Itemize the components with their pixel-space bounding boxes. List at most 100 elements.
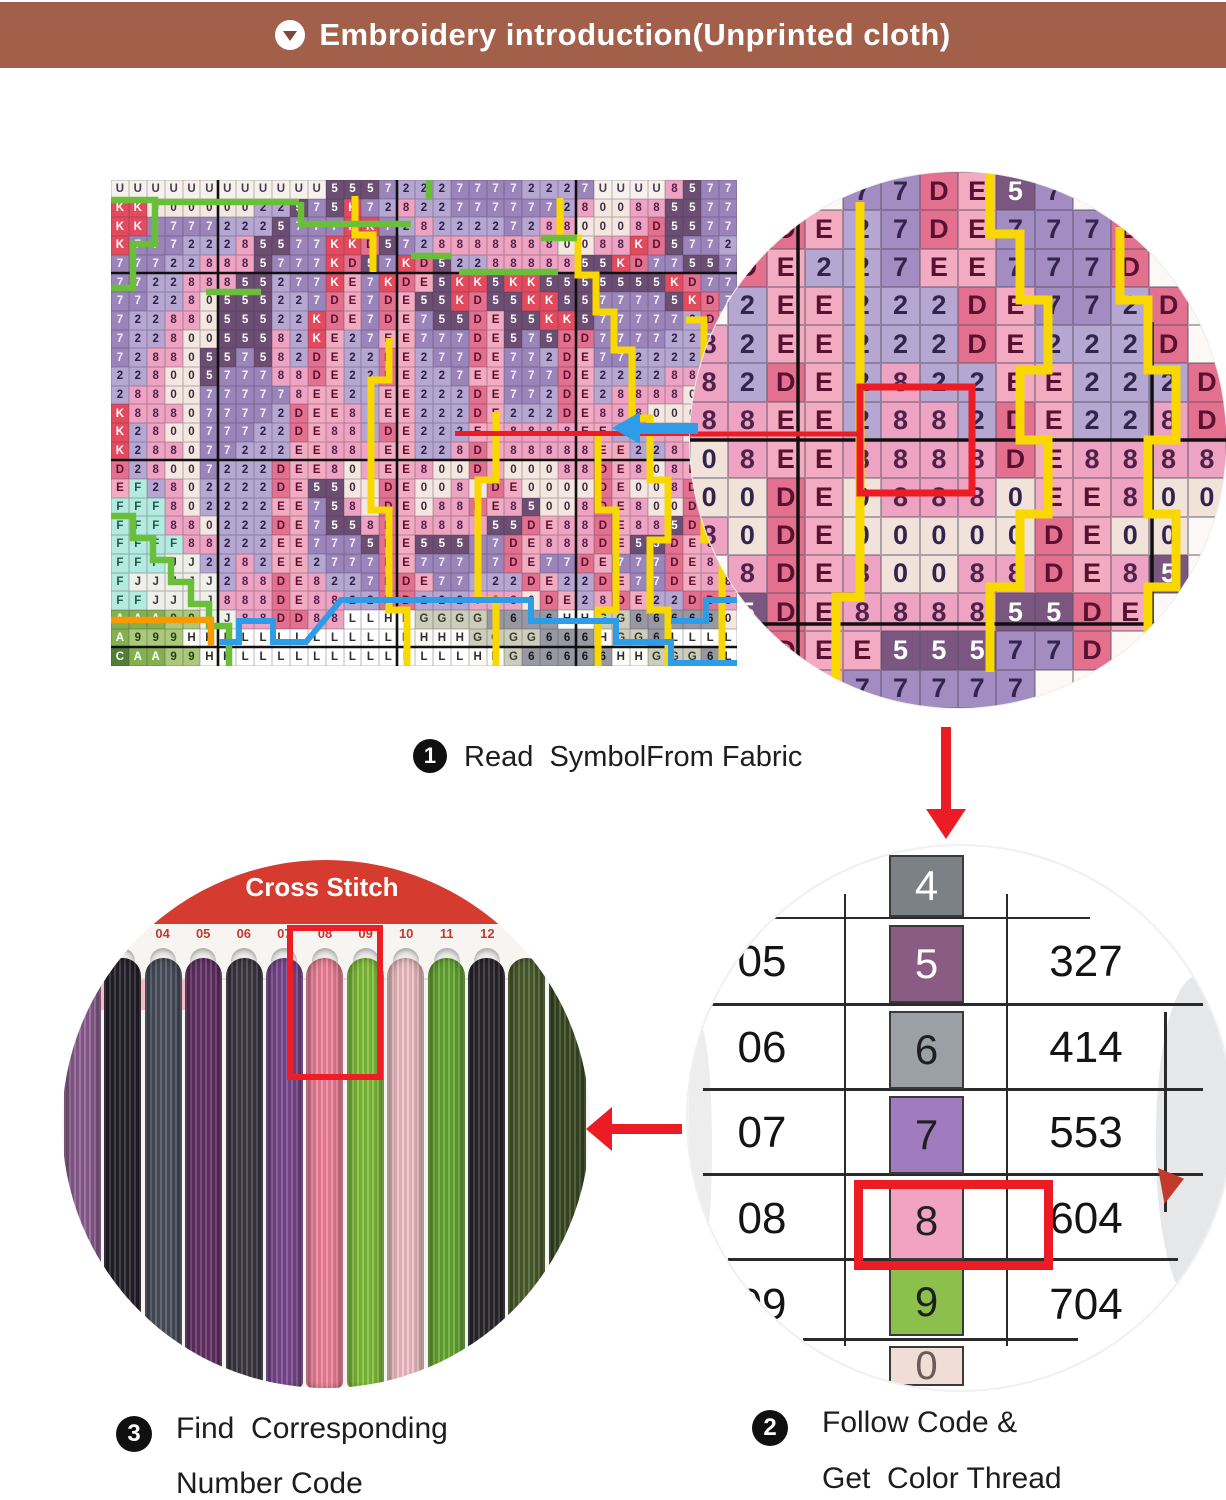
table-code: 06: [737, 1022, 787, 1072]
grid-cell: J: [182, 572, 201, 592]
grid-cell: E: [307, 404, 326, 423]
grid-cell: 8: [468, 591, 487, 610]
grid-cell: 0: [218, 198, 237, 218]
grid-cell: 8: [540, 535, 559, 554]
grid-cell: E: [843, 631, 882, 670]
grid-cell: 7: [111, 310, 129, 330]
grid-cell: H: [182, 628, 201, 648]
grid-cell: H: [468, 647, 487, 666]
grid-cell: 8: [558, 516, 577, 536]
grid-cell: 5: [486, 292, 505, 311]
grid-cell: 8: [486, 254, 505, 274]
grid-cell: 8: [236, 236, 255, 255]
thread-number-label: 11: [439, 926, 454, 941]
grid-cell: 8: [540, 441, 559, 461]
grid-cell: 7: [379, 254, 398, 274]
grid-cell: L: [450, 647, 469, 666]
grid-cell: 7: [128, 254, 147, 274]
table-code: 08: [737, 1194, 787, 1244]
step-2-badge: 2: [752, 1410, 788, 1446]
grid-cell: 5: [432, 292, 451, 311]
grid-cell: G: [450, 609, 469, 629]
grid-cell: 8: [504, 591, 523, 610]
grid-cell: L: [307, 628, 326, 648]
grid-cell: 8: [325, 423, 344, 442]
grid-cell: H: [450, 628, 469, 648]
grid-cell: D: [343, 254, 362, 274]
grid-cell: 2: [558, 180, 577, 199]
grid-cell: 0: [593, 217, 612, 237]
grid-cell: D: [957, 325, 997, 364]
grid-cell: [690, 172, 728, 210]
grid-cell: 5: [361, 535, 380, 554]
grid-cell: E: [468, 366, 487, 386]
grid-cell: 2: [1111, 401, 1150, 440]
grid-cell: 5: [379, 236, 398, 255]
grid-cell: [1073, 670, 1111, 708]
grid-cell: 8: [647, 385, 666, 405]
grid-cell: 7: [432, 553, 451, 573]
grid-cell: 8: [146, 385, 165, 405]
grid-cell: K: [325, 254, 344, 274]
grid-cell: U: [236, 180, 255, 199]
grid-cell: 7: [164, 217, 183, 237]
grid-cell: 9: [182, 647, 201, 666]
grid-cell: 7: [647, 329, 666, 349]
thread-skein: [64, 958, 101, 1388]
grid-cell: 2: [254, 423, 272, 442]
swatch-0-partial: 0: [889, 1344, 964, 1388]
grid-cell: E: [1111, 593, 1150, 632]
grid-cell: 2: [432, 217, 451, 237]
thread-skein: [387, 958, 425, 1388]
grid-cell: 6: [558, 628, 577, 648]
grid-cell: 8: [1149, 401, 1188, 440]
grid-cell: [1188, 555, 1226, 593]
grid-cell: 2: [1111, 363, 1150, 402]
grid-cell: 5: [254, 310, 272, 330]
grid-cell: 8: [415, 460, 433, 480]
grid-cell: 2: [271, 310, 290, 330]
grid-cell: 0: [164, 385, 183, 405]
grid-cell: F: [111, 553, 129, 573]
grid-cell: 5: [996, 172, 1035, 211]
grid-cell: 0: [415, 479, 433, 498]
grid-cell: 8: [593, 404, 612, 423]
grid-cell: D: [1034, 554, 1073, 594]
grid-cell: 0: [146, 198, 165, 218]
grid-cell: L: [343, 609, 362, 629]
grid-cell: 2: [200, 236, 219, 255]
grid-cell: H: [415, 628, 433, 648]
grid-cell: 2: [271, 273, 290, 293]
grid-cell: E: [766, 248, 805, 287]
grid-cell: 5: [558, 273, 577, 293]
grid-cell: L: [361, 609, 380, 629]
grid-cell: 2: [343, 572, 362, 592]
grid-cell: E: [804, 439, 844, 479]
grid-cell: K: [611, 254, 630, 274]
grid-cell: 8: [665, 441, 684, 461]
grid-cell: U: [611, 180, 630, 199]
grid-cell: G: [504, 628, 523, 648]
grid-cell: 7: [361, 292, 380, 311]
grid-cell: E: [307, 423, 326, 442]
grid-cell: E: [415, 273, 433, 293]
grid-cell: 8: [164, 348, 183, 367]
grid-cell: 2: [558, 572, 577, 592]
grid-cell: [1073, 172, 1111, 210]
grid-cell: 2: [254, 516, 272, 536]
grid-cell: 2: [343, 366, 362, 386]
grid-cell: 2: [415, 591, 433, 610]
grid-cell: [1149, 593, 1187, 631]
grid-cell: 8: [522, 236, 541, 255]
thread-skein: [104, 958, 142, 1388]
grid-cell: L: [665, 628, 684, 648]
grid-cell: 6: [576, 628, 594, 648]
grid-cell: E: [397, 460, 416, 480]
down-triangle-icon: [275, 20, 306, 50]
grid-cell: E: [486, 497, 505, 517]
grid-cell: 8: [450, 516, 469, 536]
grid-cell: 7: [432, 572, 451, 592]
grid-cell: 8: [164, 497, 183, 517]
grid-cell: K: [468, 273, 487, 293]
grid-cell: 5: [200, 348, 219, 367]
